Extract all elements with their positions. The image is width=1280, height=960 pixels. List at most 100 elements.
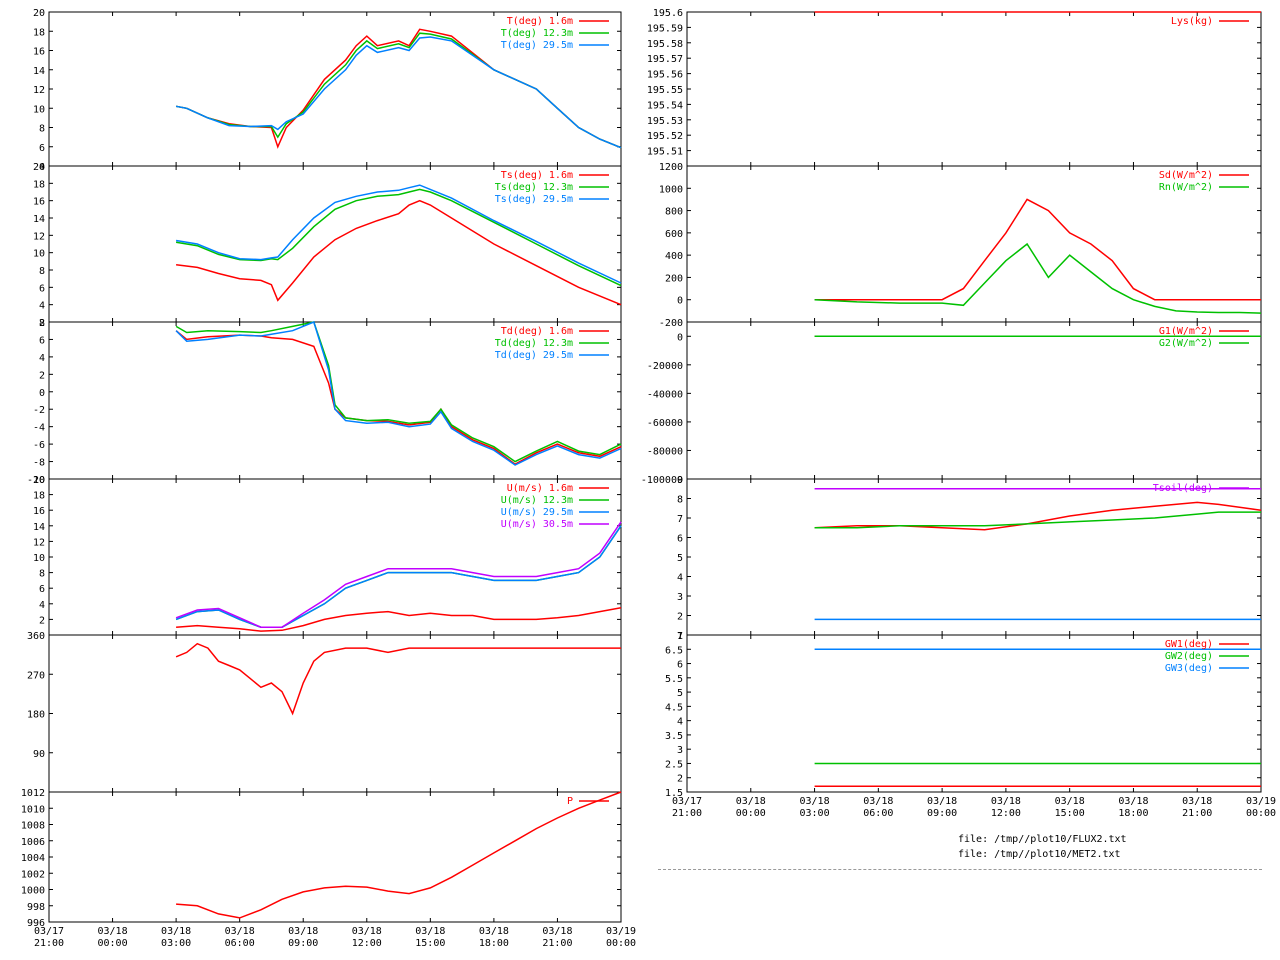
y-tick-label: 3 — [677, 745, 683, 756]
y-tick-label: 2 — [39, 370, 45, 381]
x-tick-label: 21:00 — [542, 938, 572, 949]
met-file-label: file: /tmp//plot10/MET2.txt — [958, 849, 1121, 860]
x-tick-label: 03/18 — [1055, 796, 1085, 807]
legend-label: U(m/s) 29.5m — [501, 507, 573, 518]
chart-panel-p: 996 998 1000 1002 1004 1006 1008 1010 1012 P — [21, 788, 622, 929]
legend-label: Tsoil(deg) — [1153, 483, 1213, 494]
legend-label: U(m/s) 30.5m — [501, 519, 573, 530]
legend-label: T(deg) 29.5m — [501, 40, 573, 51]
y-tick-label: 195.52 — [647, 131, 683, 142]
y-tick-label: 4 — [39, 301, 45, 312]
x-tick-label: 06:00 — [225, 938, 255, 949]
x-tick-label: 03/18 — [225, 926, 255, 937]
y-tick-label: 6 — [39, 584, 45, 595]
y-tick-label: 90 — [33, 749, 45, 760]
legend-label: T(deg) 12.3m — [501, 28, 573, 39]
legend-label: Sd(W/m^2) — [1159, 170, 1213, 181]
chart-panel-lys: 195.51 195.52 195.53 195.54 195.55 195.56 195.… — [647, 8, 1262, 167]
legend-label: P — [567, 796, 573, 807]
y-tick-label: 2 — [39, 615, 45, 626]
y-tick-label: -20000 — [647, 361, 683, 372]
y-tick-label: 1.5 — [665, 788, 683, 799]
x-tick-label: 03/18 — [1118, 796, 1148, 807]
legend-label: Td(deg) 12.3m — [495, 338, 573, 349]
y-tick-label: 4 — [677, 717, 683, 728]
x-tick-label: 03/19 — [606, 926, 636, 937]
y-tick-label: 3.5 — [665, 731, 683, 742]
series-line-u-m-s-30-5m — [175, 521, 622, 628]
y-tick-label: -2 — [33, 405, 45, 416]
chart-panel-t: 4 6 8 10 12 14 16 18 20 T(deg) 1.6mT(deg) 12.3mT(… — [33, 8, 622, 173]
x-tick-label: 00:00 — [1246, 808, 1276, 819]
x-tick-label: 03:00 — [161, 938, 191, 949]
x-tick-label: 03:00 — [800, 808, 830, 819]
x-tick-label: 21:00 — [672, 808, 702, 819]
legend-label: G1(W/m^2) — [1159, 326, 1213, 337]
y-tick-label: 6 — [39, 335, 45, 346]
y-tick-label: 8 — [677, 495, 683, 506]
x-tick-label: 03/18 — [352, 926, 382, 937]
legend-label: T(deg) 1.6m — [507, 16, 573, 27]
y-tick-label: 195.51 — [647, 147, 683, 158]
x-tick-label: 03/18 — [863, 796, 893, 807]
chart-panel-gw: 1.5 2 2.5 3 3.5 4 4.5 5 5.5 6 6.5 7 GW1(deg)GW2(deg)… — [665, 631, 1262, 799]
panel-frame — [48, 634, 622, 793]
series-line-unnamed-0 — [814, 501, 1262, 531]
y-tick-label: 195.57 — [647, 54, 683, 65]
y-tick-label: 10 — [33, 553, 45, 564]
series-line-p — [176, 791, 622, 919]
y-tick-label: 6 — [39, 283, 45, 294]
y-tick-label: 1000 — [659, 184, 683, 195]
y-tick-label: 195.59 — [647, 23, 683, 34]
series-line-u-m-s-1-6m — [176, 606, 622, 632]
series-line-unnamed-0 — [175, 642, 621, 716]
x-tick-label: 03/18 — [288, 926, 318, 937]
series-line-unnamed-1 — [814, 511, 1261, 529]
x-tick-label: 03/18 — [736, 796, 766, 807]
series-line-t-deg-29-5m — [175, 36, 622, 149]
y-tick-label: 195.55 — [647, 85, 683, 96]
legend-label: GW2(deg) — [1165, 651, 1213, 662]
y-tick-label: 6.5 — [665, 645, 683, 656]
series-line-ts-deg-1-6m — [176, 199, 622, 306]
y-tick-label: 200 — [665, 273, 683, 284]
y-tick-label: 12 — [33, 85, 45, 96]
y-tick-label: 12 — [33, 537, 45, 548]
y-tick-label: 4.5 — [665, 702, 683, 713]
x-tick-label: 00:00 — [736, 808, 766, 819]
series-line-ts-deg-29-5m — [175, 184, 622, 284]
x-tick-label: 03/18 — [800, 796, 830, 807]
y-tick-label: 6 — [677, 534, 683, 545]
y-tick-label: 0 — [677, 296, 683, 307]
y-tick-label: 195.54 — [647, 100, 683, 111]
x-tick-label: 21:00 — [1182, 808, 1212, 819]
legend-label: Ts(deg) 12.3m — [495, 182, 573, 193]
y-tick-label: 18 — [33, 179, 45, 190]
y-tick-label: -8 — [33, 458, 45, 469]
x-tick-label: 12:00 — [352, 938, 382, 949]
x-tick-label: 09:00 — [288, 938, 318, 949]
x-tick-label: 21:00 — [34, 938, 64, 949]
y-tick-label: 3 — [677, 592, 683, 603]
y-tick-label: 1006 — [21, 837, 45, 848]
y-tick-label: 800 — [665, 207, 683, 218]
y-tick-label: 8 — [39, 318, 45, 329]
y-tick-label: -40000 — [647, 389, 683, 400]
y-tick-label: 2 — [39, 318, 45, 329]
divider-line — [658, 869, 1262, 870]
chart-panel-g: -100000 -80000 -60000 -40000 -20000 0 G1(W/m^2… — [641, 321, 1262, 486]
panel-frame — [48, 791, 622, 923]
y-tick-label: 16 — [33, 197, 45, 208]
legend-label: GW1(deg) — [1165, 639, 1213, 650]
y-tick-label: 6 — [677, 660, 683, 671]
y-tick-label: -100000 — [641, 475, 683, 486]
y-tick-label: 4 — [677, 573, 683, 584]
y-tick-label: 195.58 — [647, 39, 683, 50]
legend-label: Rn(W/m^2) — [1159, 182, 1213, 193]
y-tick-label: 12 — [33, 231, 45, 242]
flux-file-label: file: /tmp//plot10/FLUX2.txt — [958, 834, 1127, 845]
y-tick-label: 180 — [27, 710, 45, 721]
